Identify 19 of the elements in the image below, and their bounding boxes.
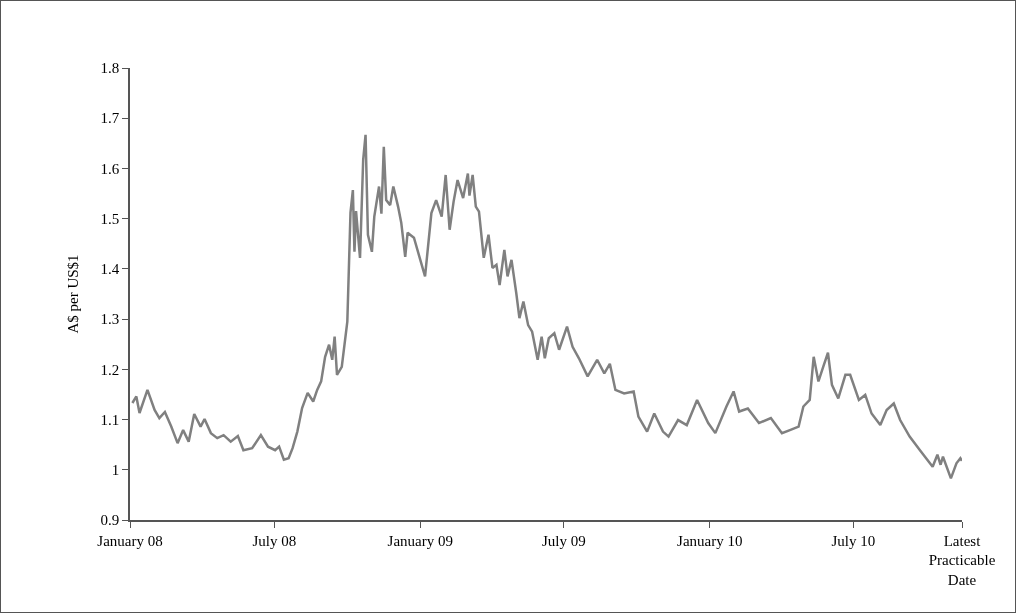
- y-tick-label: 1.2: [100, 361, 120, 378]
- y-tick-label: 0.9: [100, 512, 120, 529]
- y-tick-label: 1.7: [100, 110, 120, 127]
- y-tick-label: 1.5: [100, 210, 120, 227]
- x-tick-label: January 08: [97, 532, 163, 549]
- y-tick-label: 1.4: [100, 261, 120, 278]
- y-tick-label: 1.8: [100, 60, 120, 77]
- y-tick-label: 1: [111, 462, 120, 479]
- y-tick-label: 1.1: [100, 411, 120, 428]
- y-tick-label: 1.6: [100, 160, 120, 177]
- y-axis-title: A$ per US$1: [65, 254, 82, 334]
- line-series: [131, 133, 962, 480]
- x-tick-label: July 10: [831, 532, 876, 549]
- x-tick-label: January 09: [387, 532, 453, 549]
- x-tick-label: January 10: [677, 532, 743, 549]
- y-tick-label: 1.3: [100, 311, 120, 328]
- x-tick-label: Latest Practicable Date: [928, 532, 996, 588]
- x-tick-label: July 08: [252, 532, 297, 549]
- x-tick-label: July 09: [541, 532, 586, 549]
